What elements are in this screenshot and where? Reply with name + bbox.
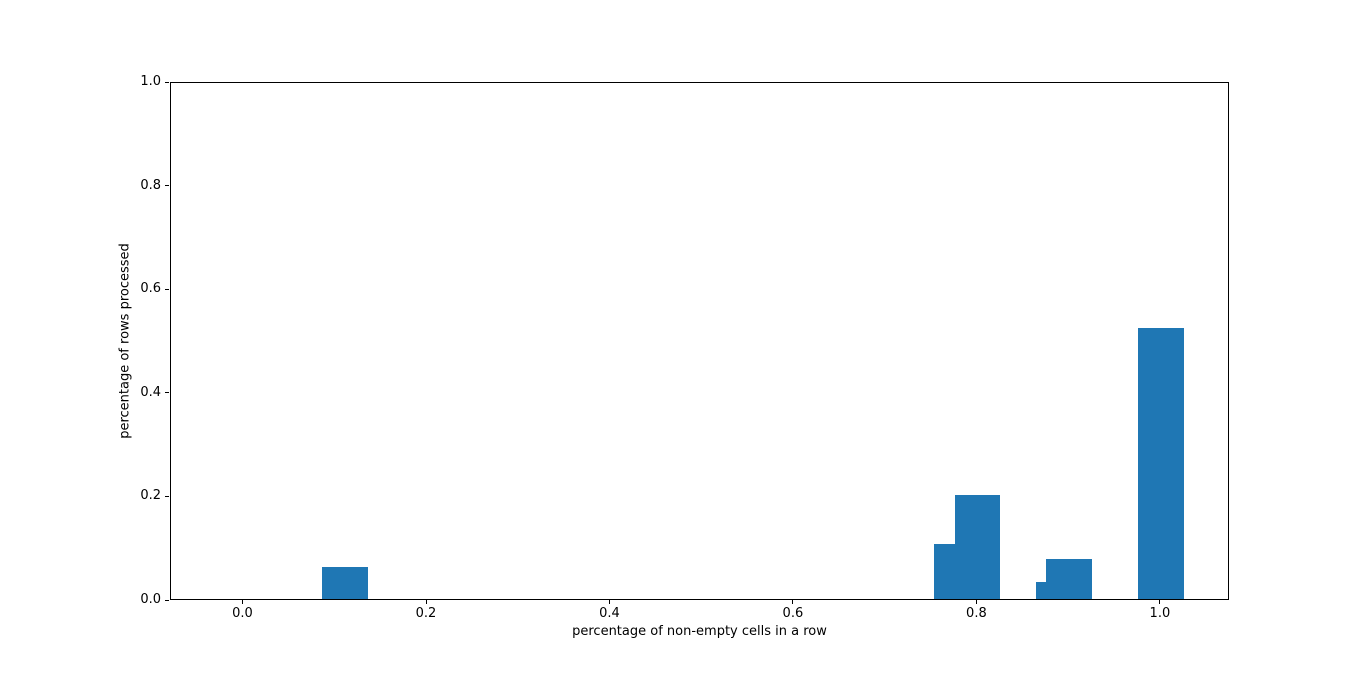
histogram-bar	[322, 567, 369, 599]
histogram-bar	[954, 495, 1001, 599]
x-tick-mark	[242, 600, 243, 604]
y-tick-mark	[165, 185, 169, 187]
plot-area	[170, 82, 1229, 600]
y-tick-label: 0.4	[140, 384, 161, 400]
histogram-bar	[1046, 559, 1093, 599]
y-tick-label: 0.2	[140, 488, 161, 504]
y-tick-label: 0.8	[140, 177, 161, 193]
y-tick-mark	[165, 392, 169, 394]
y-tick-mark	[165, 81, 169, 83]
histogram-bar	[1138, 327, 1184, 599]
x-tick-label: 1.0	[1149, 606, 1171, 621]
y-tick-mark	[165, 495, 169, 497]
y-tick-mark	[165, 599, 169, 601]
x-tick-mark	[975, 600, 977, 604]
x-tick-mark	[425, 600, 427, 604]
y-tick-label: 0.0	[140, 592, 161, 607]
y-tick-label: 1.0	[140, 74, 161, 89]
x-tick-label: 0.2	[415, 606, 437, 621]
x-axis-label: percentage of non-empty cells in a row	[572, 624, 827, 639]
y-tick-mark	[165, 288, 169, 290]
x-tick-label: 0.0	[232, 606, 253, 621]
x-tick-mark	[1159, 600, 1161, 604]
x-tick-mark	[609, 600, 610, 604]
y-axis-label: percentage of rows processed	[117, 243, 133, 439]
x-tick-label: 0.6	[782, 606, 804, 621]
x-tick-label: 0.4	[599, 606, 620, 621]
y-tick-label: 0.6	[140, 281, 161, 297]
x-tick-mark	[792, 600, 794, 604]
x-tick-label: 0.8	[966, 606, 987, 621]
